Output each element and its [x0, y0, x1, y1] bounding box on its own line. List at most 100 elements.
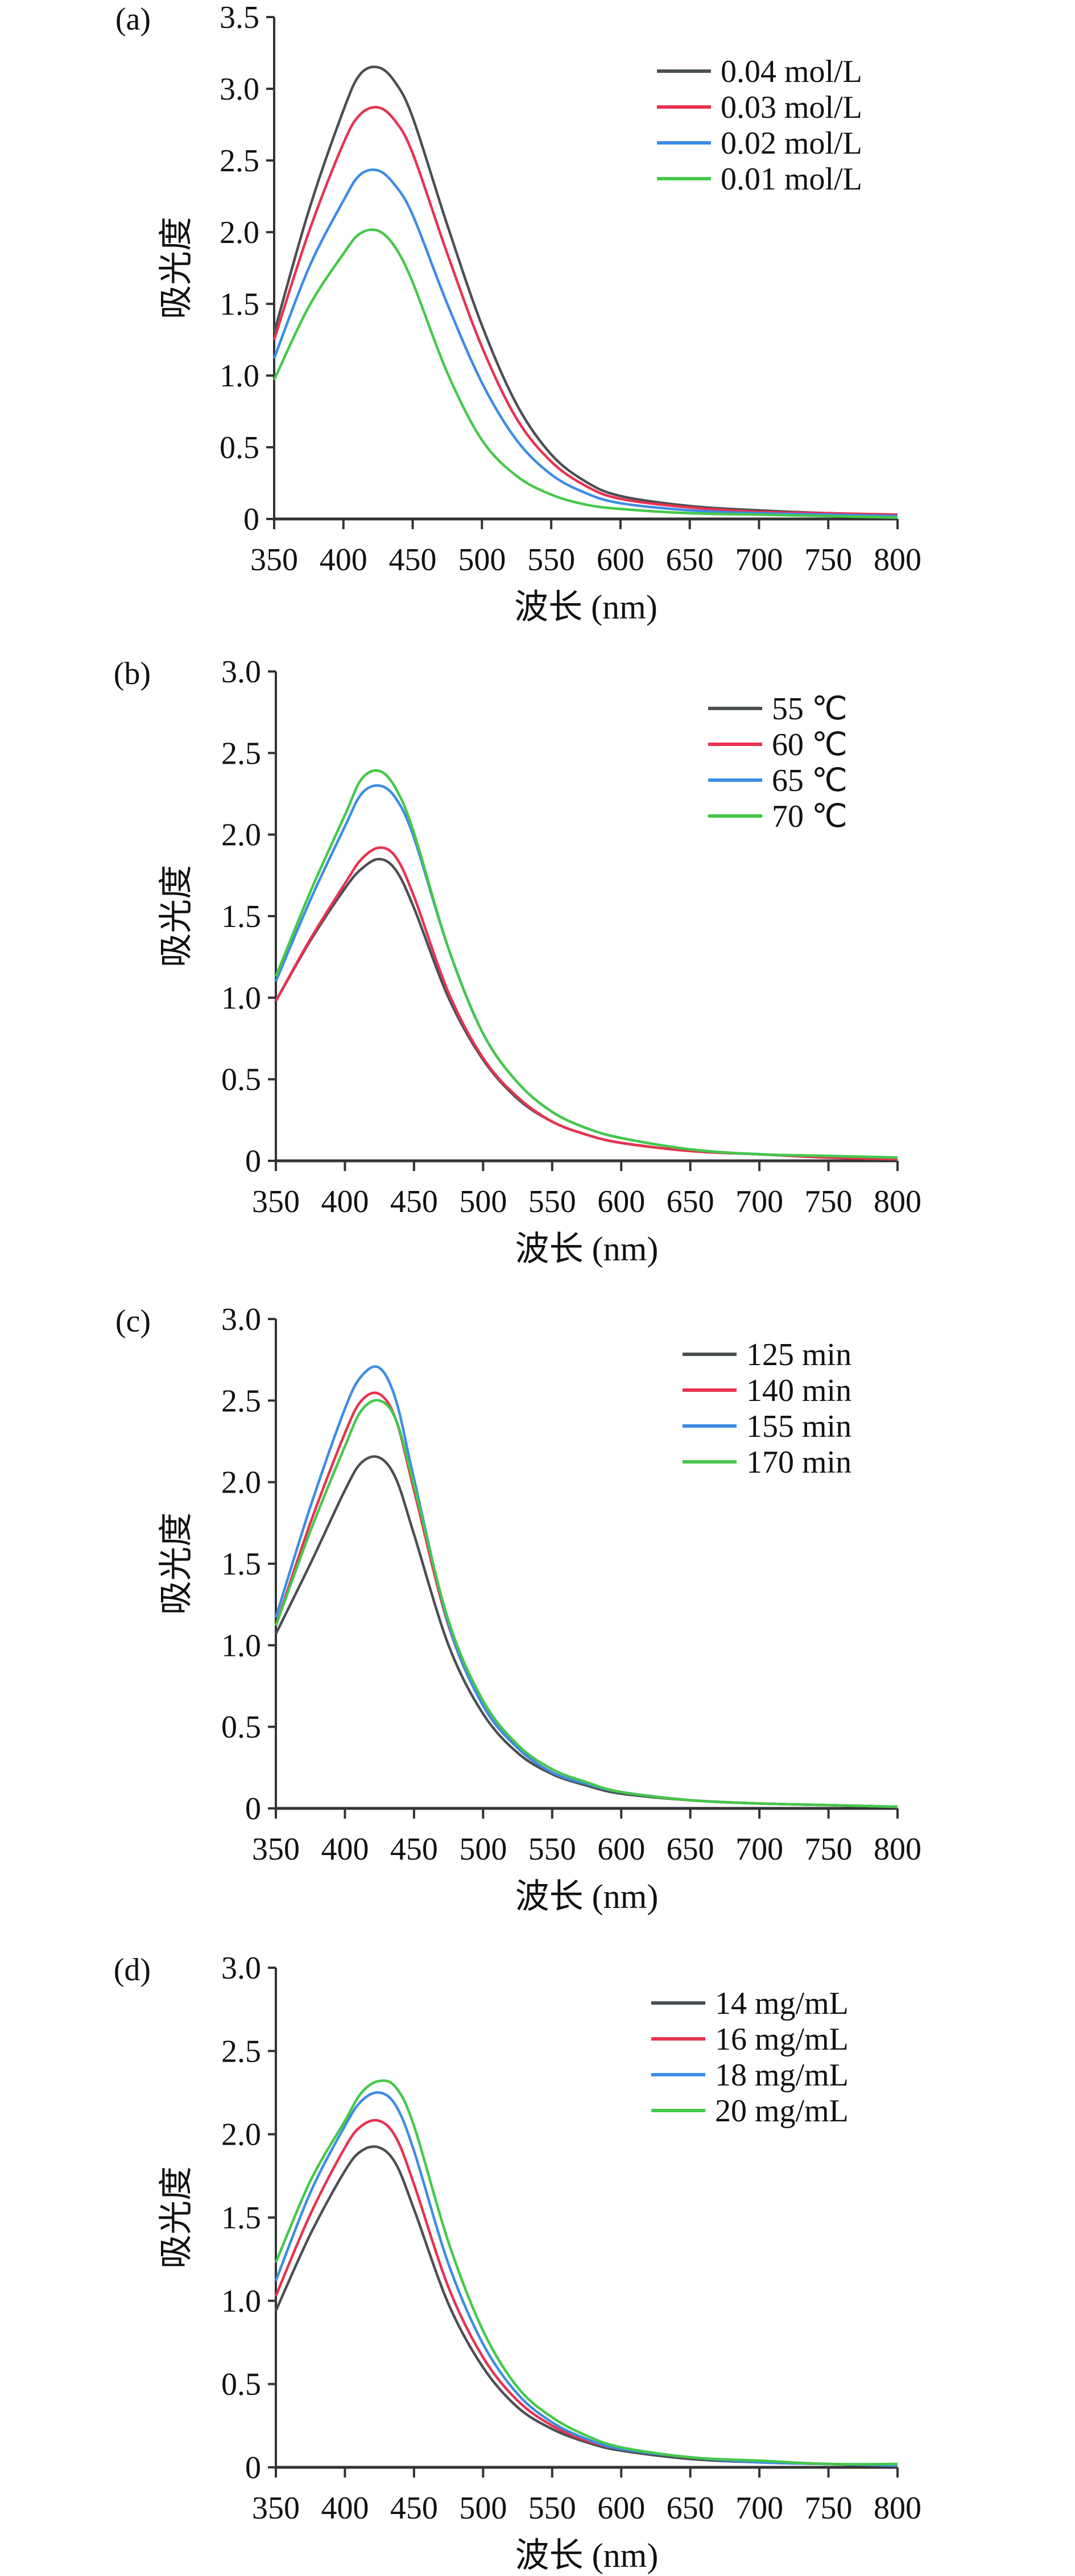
x-tick-label: 400 — [321, 1832, 369, 1867]
x-tick-label: 350 — [250, 542, 298, 578]
x-tick-label: 600 — [597, 2491, 645, 2526]
x-tick-label: 700 — [735, 542, 783, 578]
series-line — [274, 784, 898, 1159]
chart-panel-a: 0 0.5 1.0 1.5 2.0 2.5 3.0 3.5 350 400 450 500 550 600… — [115, 0, 921, 626]
y-tick-label: 3.0 — [221, 654, 261, 690]
y-tick-label: 1.0 — [220, 358, 259, 394]
legend-label: 18 mg/mL — [715, 2058, 849, 2093]
x-tick-label: 450 — [390, 1832, 438, 1867]
y-axis-title: 吸光度 — [158, 2166, 195, 2269]
x-tick-label: 400 — [321, 1184, 369, 1219]
x-tick-label: 700 — [735, 1184, 783, 1219]
legend-label: 140 min — [746, 1373, 851, 1408]
legend-label: 0.04 mol/L — [721, 54, 862, 89]
legend-label: 65 ℃ — [772, 763, 847, 798]
panel-label: (a) — [115, 2, 151, 37]
x-tick-label: 650 — [667, 1184, 714, 1219]
x-tick-label: 400 — [321, 2491, 369, 2526]
y-tick-label: 3.0 — [221, 1951, 261, 1986]
y-tick-label: 0 — [245, 2450, 261, 2486]
series-line — [274, 1399, 898, 1808]
series-line — [275, 846, 898, 1161]
y-tick-label: 0 — [245, 1791, 261, 1827]
series-line — [275, 858, 898, 1161]
x-tick-label: 800 — [874, 2491, 921, 2526]
x-tick-label: 750 — [805, 2491, 853, 2526]
y-tick-label: 3.0 — [220, 72, 259, 107]
x-axis-title: 波长 (nm) — [515, 1230, 659, 1268]
y-tick-label: 3.5 — [220, 0, 259, 35]
panel-label: (c) — [115, 1304, 151, 1339]
x-tick-label: 600 — [597, 542, 644, 578]
y-tick-label: 2.0 — [221, 818, 261, 853]
x-tick-label: 450 — [390, 2491, 438, 2526]
series-line — [272, 65, 898, 516]
y-tick-label: 0 — [243, 502, 259, 537]
panel-label: (d) — [114, 1952, 151, 1988]
x-tick-label: 700 — [735, 1832, 783, 1867]
x-tick-label: 350 — [252, 1832, 300, 1867]
x-tick-label: 350 — [252, 2491, 300, 2526]
legend-label: 0.01 mol/L — [721, 162, 862, 197]
panel-label: (b) — [114, 656, 151, 691]
x-tick-label: 550 — [528, 1184, 576, 1219]
y-tick-label: 3.0 — [221, 1302, 261, 1337]
y-tick-label: 2.0 — [221, 1465, 261, 1501]
series-line — [272, 106, 898, 516]
series-line — [274, 1455, 898, 1808]
legend-label: 0.02 mol/L — [721, 126, 862, 161]
x-tick-label: 600 — [597, 1184, 645, 1219]
x-tick-label: 350 — [252, 1184, 300, 1219]
y-tick-label: 2.5 — [221, 736, 261, 771]
legend-label: 155 min — [746, 1409, 851, 1444]
legend-label: 16 mg/mL — [715, 2022, 849, 2057]
x-tick-label: 750 — [804, 542, 852, 578]
y-tick-label: 2.0 — [220, 215, 259, 250]
x-tick-label: 500 — [459, 1832, 507, 1867]
x-tick-label: 500 — [459, 1184, 507, 1219]
x-axis-title: 波长 (nm) — [515, 1878, 659, 1915]
legend-label: 55 ℃ — [772, 691, 847, 727]
series-line — [274, 769, 898, 1159]
y-tick-label: 1.0 — [221, 980, 261, 1016]
y-tick-label: 0.5 — [220, 430, 259, 465]
x-tick-label: 650 — [667, 1832, 714, 1867]
chart-panel-d: 0 0.5 1.0 1.5 2.0 2.5 3.0 350 400 450 500 550 600 650… — [114, 1951, 921, 2574]
x-tick-label: 550 — [528, 1832, 576, 1867]
legend-label: 20 mg/mL — [715, 2093, 849, 2129]
x-tick-label: 650 — [666, 542, 714, 578]
chart-panel-b: 0 0.5 1.0 1.5 2.0 2.5 3.0 350 400 450 500 550 600 650… — [114, 654, 921, 1268]
legend-label: 0.03 mol/L — [721, 90, 862, 125]
y-tick-label: 1.5 — [221, 2200, 261, 2236]
y-tick-label: 0.5 — [221, 1062, 261, 1098]
x-tick-label: 800 — [874, 542, 921, 578]
series-line — [272, 168, 898, 518]
y-axis-title: 吸光度 — [158, 217, 195, 319]
x-tick-label: 550 — [528, 2491, 576, 2526]
y-tick-label: 0.5 — [221, 2367, 261, 2402]
x-tick-label: 750 — [805, 1832, 853, 1867]
y-tick-label: 0 — [245, 1144, 261, 1179]
y-tick-label: 1.5 — [221, 899, 261, 934]
legend-label: 170 min — [746, 1445, 851, 1480]
x-tick-label: 500 — [459, 2491, 507, 2526]
y-axis-title: 吸光度 — [158, 865, 195, 967]
y-axis-title: 吸光度 — [158, 1512, 195, 1615]
legend-label: 60 ℃ — [772, 727, 847, 763]
series-line — [274, 2145, 898, 2467]
series-line — [272, 228, 898, 519]
x-tick-label: 500 — [458, 542, 506, 578]
x-tick-label: 550 — [527, 542, 575, 578]
y-tick-label: 2.5 — [221, 1383, 261, 1419]
x-tick-label: 450 — [390, 1184, 438, 1219]
x-tick-label: 750 — [805, 1184, 853, 1219]
chart-panel-c: 0 0.5 1.0 1.5 2.0 2.5 3.0 350 400 450 500 550 600 650… — [115, 1302, 921, 1915]
legend: 55 ℃60 ℃65 ℃70 ℃ — [708, 691, 847, 834]
legend-label: 70 ℃ — [772, 799, 847, 834]
y-tick-label: 1.5 — [220, 287, 259, 322]
legend: 0.04 mol/L0.03 mol/L0.02 mol/L0.01 mol/L — [657, 54, 862, 197]
x-tick-label: 600 — [597, 1832, 645, 1867]
legend-label: 125 min — [746, 1337, 851, 1373]
